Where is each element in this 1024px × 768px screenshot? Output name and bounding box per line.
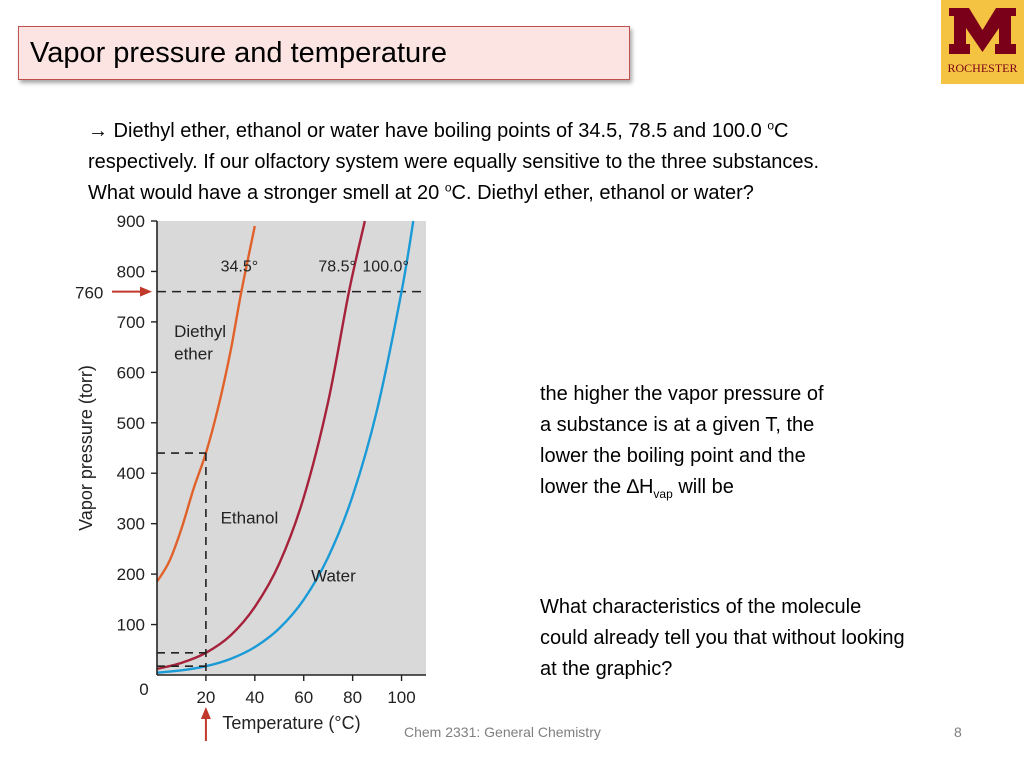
boiling-point-label: 34.5° [221,258,259,275]
arrow-icon: → [88,120,108,142]
y-tick-label: 700 [117,313,145,332]
note-vapor-pressure: the higher the vapor pressure of a subst… [540,383,824,501]
x-axis-label: Temperature (°C) [222,713,360,733]
diethyl-ether-curve [157,225,256,583]
university-logo: ROCHESTER [941,0,1024,84]
ethanol-curve [157,221,367,671]
y-tick-label: 800 [117,262,145,281]
page-number: 8 [954,724,962,740]
reference-label-760: 760 [75,284,103,303]
y-tick-label: 400 [117,464,145,483]
series-label-water: Water [311,567,356,586]
x-tick-label: 0 [139,680,148,699]
block-m-icon [949,8,1016,54]
x-tick-label: 100 [387,688,415,707]
y-tick-label: 900 [117,212,145,231]
footer-course: Chem 2331: General Chemistry [404,724,601,740]
y-tick-label: 200 [117,565,145,584]
plot-background [157,221,426,675]
y-tick-label: 100 [117,616,145,635]
delta-symbol: ∆ [626,476,639,498]
x-tick-label: 40 [245,688,264,707]
series-label-diethyl-ether: ether [174,345,213,364]
y-tick-label: 600 [117,363,145,382]
x20-arrow-head [200,707,211,719]
y-tick-label: 500 [117,414,145,433]
logo-text: ROCHESTER [947,61,1018,75]
reference-arrow-head [140,286,152,297]
series-label-ethanol: Ethanol [221,509,279,528]
x-tick-label: 20 [196,688,215,707]
bullet-line-3: What would have a stronger smell at 20 o… [88,180,754,204]
bullet-line-1: → Diethyl ether, ethanol or water have b… [88,118,789,142]
x-tick-label: 80 [343,688,362,707]
boiling-point-label: 78.5° [318,258,356,275]
slide-title-box: Vapor pressure and temperature [18,26,630,80]
series-label-diethyl-ether: Diethyl [174,322,226,341]
bullet-question: → Diethyl ether, ethanol or water have b… [88,116,968,209]
x-tick-label: 60 [294,688,313,707]
y-axis-label: Vapor pressure (torr) [76,365,96,531]
boiling-point-label: 100.0° [362,258,408,275]
slide-title: Vapor pressure and temperature [30,37,447,69]
y-tick-label: 300 [117,515,145,534]
note-molecule-question: What characteristics of the molecule cou… [540,596,905,680]
bullet-line-2: respectively. If our olfactory system we… [88,151,820,173]
vapor-pressure-chart: 100 200 300 400 500 600 700 800 900 0 20 40 60 80 100 7… [75,212,426,741]
